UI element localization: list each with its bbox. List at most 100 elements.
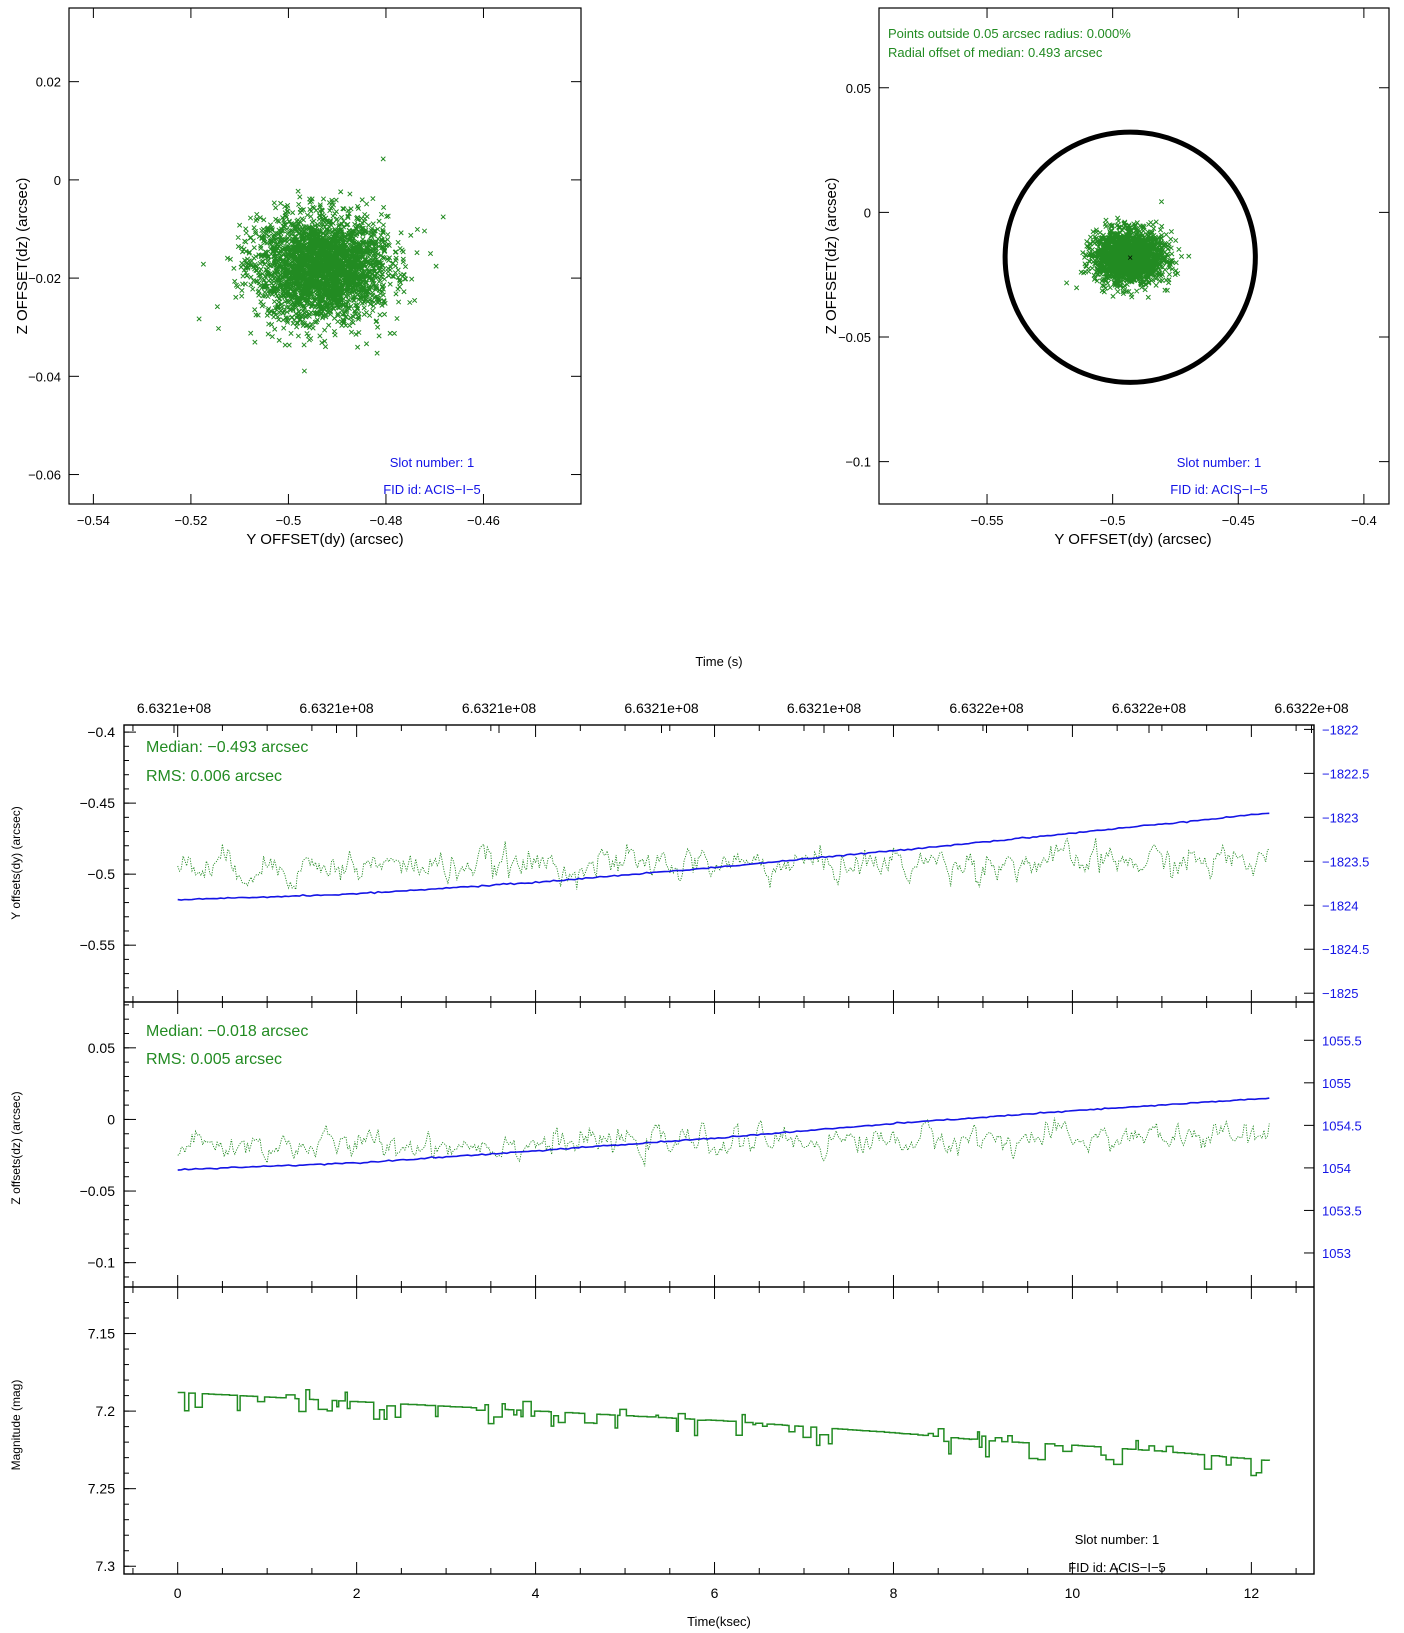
scatter-1-ylabel: Z OFFSET(dz) (arcsec) [14,178,31,335]
right-tick-label: −1823 [1322,810,1359,825]
magnitude-series [177,1388,1271,1477]
z-offset-series [177,1117,1270,1167]
x-tick-label: −0.5 [1100,513,1126,528]
bottom-axis-ticks: 0 2 4 6 8 10 12 [132,725,1297,1601]
y-tick-label: −0.05 [838,330,871,345]
y-rms-note: RMS: 0.006 arcsec [146,768,282,785]
right-tick-label: −1825 [1322,986,1359,1001]
panel-1-ticks: −0.4 −0.45 −0.5 −0.55 −1822 −1822.5 −1823 −1823… [80,722,1370,1001]
time-series-stack: Time (s) 6.6321e+08 6.6321e+08 6.6321e+08 6… [9,654,1369,1629]
y-tick-label: −0.45 [80,795,116,811]
y-tick-label: −0.06 [28,468,61,483]
scatter-1-points [196,156,446,374]
panel-3-ylabel: Magnitude (mag) [9,1380,23,1471]
scatter-2-xlabel: Y OFFSET(dy) (arcsec) [1054,531,1211,548]
scatter-2-points [1064,199,1192,300]
x-tick-label: −0.54 [77,513,110,528]
y-tick-label: −0.4 [87,724,115,740]
scatter-plot-2: × −0.55 −0.5 −0.45 −0.4 0.05 0 −0.05 −0.1 Y OFF… [823,7,1390,548]
panel-3-fid-label: FID id: ACIS−I−5 [1068,1560,1166,1575]
top-tick-label: 6.6322e+08 [949,700,1024,716]
right-tick-label: 1054 [1322,1161,1351,1176]
right-tick-label: −1824 [1322,898,1359,913]
y-tick-label: −0.02 [28,271,61,286]
y-tick-label: 0 [54,173,61,188]
radial-offset-note: Radial offset of median: 0.493 arcsec [888,45,1103,60]
y-tick-label: −0.1 [87,1255,115,1271]
x-tick-label: 2 [353,1585,361,1601]
x-tick-label: 12 [1244,1585,1260,1601]
right-tick-label: 1053.5 [1322,1203,1362,1218]
top-tick-label: 6.6321e+08 [624,700,699,716]
panel-2-ticks: 0.05 0 −0.05 −0.1 1055.5 1055 1054.5 1054 1053.5… [80,1004,1362,1278]
y-tick-label: 7.25 [88,1481,115,1497]
x-tick-label: −0.5 [276,513,302,528]
x-tick-label: 6 [711,1585,719,1601]
top-tick-label: 6.6322e+08 [1112,700,1187,716]
top-axis-title: Time (s) [695,654,742,669]
x-tick-label: 4 [532,1585,540,1601]
scatter-2-slot-label: Slot number: 1 [1177,455,1262,470]
outside-radius-note: Points outside 0.05 arcsec radius: 0.000… [888,26,1131,41]
scatter-2-fid-label: FID id: ACIS−I−5 [1170,482,1268,497]
panel-3-ticks: 7.15 7.2 7.25 7.3 [88,1302,136,1574]
x-tick-label: −0.4 [1351,513,1377,528]
y-tick-label: 7.3 [96,1558,116,1574]
panel-z-offsets: 0.05 0 −0.05 −0.1 1055.5 1055 1054.5 1054 1053.5… [9,1004,1362,1278]
x-tick-label: −0.48 [369,513,402,528]
right-tick-label: 1053 [1322,1246,1351,1261]
z-median-note: Median: −0.018 arcsec [146,1023,308,1040]
scatter-1-slot-label: Slot number: 1 [390,455,475,470]
y-tick-label: 7.2 [96,1403,116,1419]
median-marker: × [1127,253,1133,264]
top-tick-label: 6.6322e+08 [1274,700,1349,716]
x-tick-label: 8 [890,1585,898,1601]
y-tick-label: 0.05 [88,1040,115,1056]
scatter-2-frame [878,7,1390,505]
x-tick-label: 0 [174,1585,182,1601]
panel-1-ylabel: Y offsets(dy) (arcsec) [9,806,23,920]
scatter-2-marks [1064,199,1192,300]
right-tick-label: −1822 [1322,722,1359,737]
right-tick-label: 1055 [1322,1076,1351,1091]
top-tick-label: 6.6321e+08 [299,700,374,716]
y-tick-label: 0.05 [846,81,871,96]
right-tick-label: −1824.5 [1322,942,1369,957]
top-axis-tick-labels: 6.6321e+08 6.6321e+08 6.6321e+08 6.6321e+08… [137,700,1349,733]
y-tick-label: 0 [107,1111,115,1127]
radius-circle [1002,129,1258,385]
z-trend-series [177,1097,1270,1171]
panel-magnitude: 7.15 7.2 7.25 7.3 Magnitude (mag) Slot numb… [9,1302,1271,1575]
bottom-axis-title: Time(ksec) [687,1614,751,1629]
y-tick-label: −0.1 [845,455,871,470]
y-tick-label: −0.5 [87,866,115,882]
time-series-frame [123,724,1315,1575]
top-tick-label: 6.6321e+08 [462,700,537,716]
panel-2-ylabel: Z offsets(dz) (arcsec) [9,1091,23,1204]
scatter-1-marks [196,156,446,374]
x-tick-label: −0.46 [467,513,500,528]
scatter-1-frame [68,7,582,505]
panel-y-offsets: −0.4 −0.45 −0.5 −0.55 −1822 −1822.5 −1823 −1823… [9,722,1369,1001]
z-rms-note: RMS: 0.005 arcsec [146,1051,282,1068]
y-tick-label: −0.04 [28,369,61,384]
y-trend-series [177,812,1270,901]
scatter-1-ticks: −0.54 −0.52 −0.5 −0.48 −0.46 0.02 0 −0.02 −0.04 −… [28,8,581,528]
y-tick-label: 0 [864,205,871,220]
x-tick-label: −0.45 [1222,513,1255,528]
scatter-2-ticks: −0.55 −0.5 −0.45 −0.4 0.05 0 −0.05 −0.1 [838,8,1389,528]
panel-3-slot-label: Slot number: 1 [1075,1532,1160,1547]
right-tick-label: 1054.5 [1322,1118,1362,1133]
scatter-2-ylabel: Z OFFSET(dz) (arcsec) [823,178,840,335]
x-tick-label: −0.52 [174,513,207,528]
y-tick-label: −0.55 [80,937,116,953]
right-tick-label: −1823.5 [1322,854,1369,869]
scatter-1-fid-label: FID id: ACIS−I−5 [383,482,481,497]
y-tick-label: 0.02 [36,75,61,90]
y-tick-label: 7.15 [88,1326,115,1342]
top-tick-label: 6.6321e+08 [137,700,212,716]
right-tick-label: −1822.5 [1322,766,1369,781]
right-tick-label: 1055.5 [1322,1033,1362,1048]
y-median-note: Median: −0.493 arcsec [146,739,308,756]
